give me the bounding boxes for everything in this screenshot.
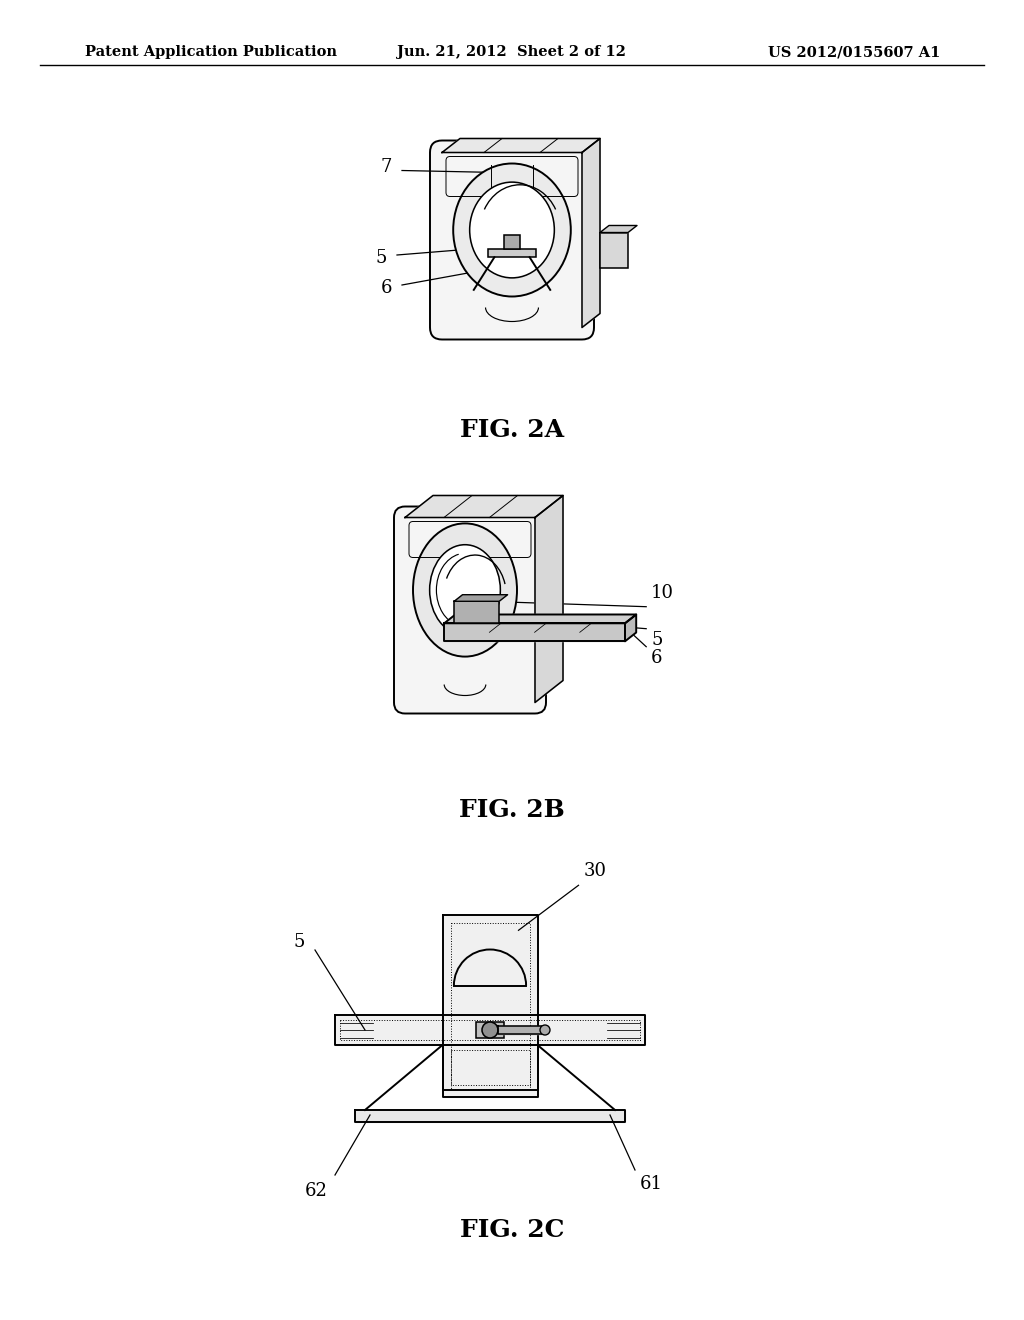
Text: 6: 6 bbox=[651, 648, 663, 667]
Ellipse shape bbox=[454, 164, 570, 297]
Bar bbox=[455, 602, 500, 623]
Bar bbox=[476, 1022, 504, 1038]
Polygon shape bbox=[444, 623, 625, 642]
Polygon shape bbox=[355, 1110, 625, 1122]
Polygon shape bbox=[442, 139, 600, 153]
Bar bbox=[600, 232, 628, 268]
Text: 5: 5 bbox=[651, 631, 663, 648]
Text: 5: 5 bbox=[376, 249, 387, 267]
Text: 30: 30 bbox=[584, 862, 606, 880]
Text: 6: 6 bbox=[381, 279, 392, 297]
Polygon shape bbox=[442, 915, 538, 1097]
Circle shape bbox=[482, 1022, 498, 1038]
Polygon shape bbox=[625, 615, 636, 642]
Text: Jun. 21, 2012  Sheet 2 of 12: Jun. 21, 2012 Sheet 2 of 12 bbox=[397, 45, 627, 59]
Polygon shape bbox=[406, 495, 563, 517]
Polygon shape bbox=[444, 615, 636, 623]
Text: 7: 7 bbox=[381, 158, 392, 177]
Ellipse shape bbox=[430, 545, 501, 635]
Text: 61: 61 bbox=[640, 1175, 663, 1193]
FancyBboxPatch shape bbox=[394, 507, 546, 714]
FancyBboxPatch shape bbox=[430, 140, 594, 339]
Text: 10: 10 bbox=[651, 583, 674, 602]
Ellipse shape bbox=[413, 524, 517, 656]
Text: 62: 62 bbox=[305, 1181, 328, 1200]
Text: FIG. 2A: FIG. 2A bbox=[460, 418, 564, 442]
Text: Patent Application Publication: Patent Application Publication bbox=[85, 45, 337, 59]
Polygon shape bbox=[600, 226, 637, 232]
Bar bbox=[488, 249, 536, 257]
Polygon shape bbox=[582, 139, 600, 327]
Text: US 2012/0155607 A1: US 2012/0155607 A1 bbox=[768, 45, 940, 59]
Bar bbox=[504, 235, 520, 249]
Polygon shape bbox=[335, 1015, 645, 1045]
Text: FIG. 2B: FIG. 2B bbox=[459, 799, 565, 822]
Polygon shape bbox=[442, 1045, 538, 1090]
Ellipse shape bbox=[470, 182, 554, 279]
Text: 5: 5 bbox=[294, 933, 305, 950]
Polygon shape bbox=[535, 495, 563, 702]
Polygon shape bbox=[498, 1026, 545, 1034]
Text: FIG. 2C: FIG. 2C bbox=[460, 1218, 564, 1242]
Circle shape bbox=[540, 1026, 550, 1035]
Polygon shape bbox=[455, 595, 508, 602]
